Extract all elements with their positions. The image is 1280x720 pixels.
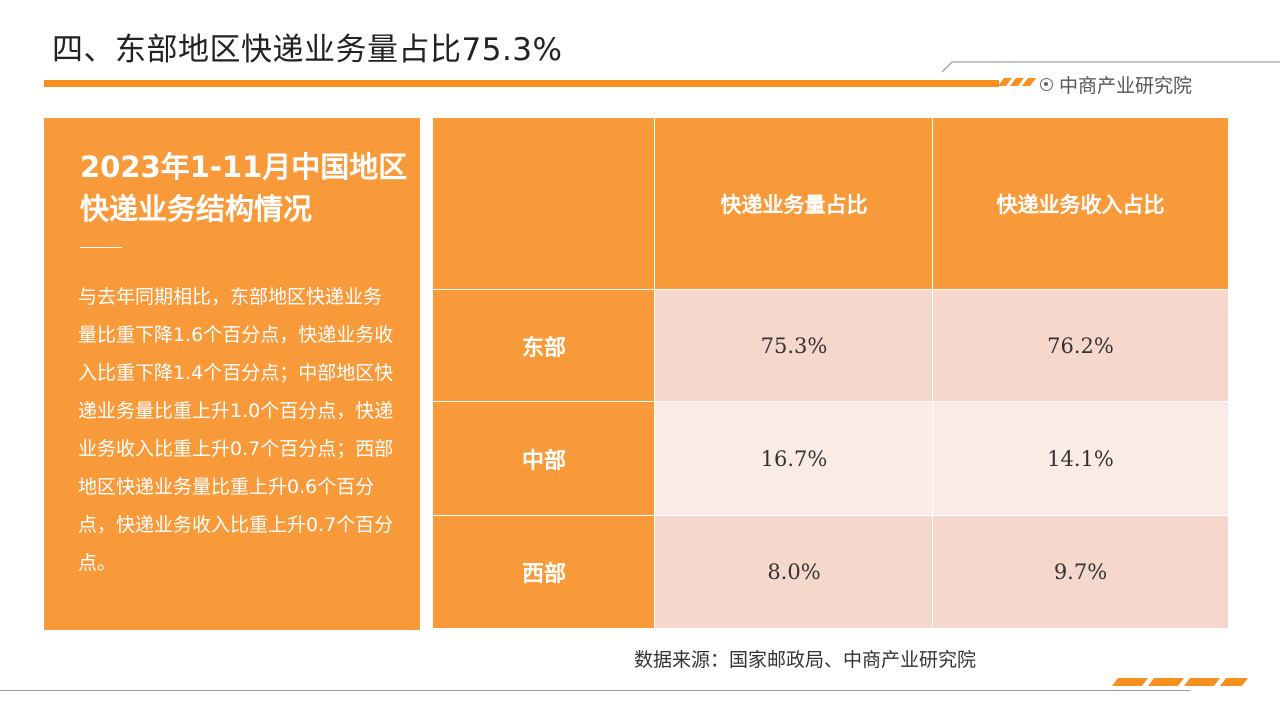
- table-divider: [932, 118, 933, 628]
- cell-west-revenue: 9.7%: [933, 516, 1228, 628]
- panel-title: 2023年1-11月中国地区快递业务结构情况: [80, 150, 408, 226]
- cell-east-volume: 75.3%: [655, 290, 933, 402]
- footer-rule: [0, 690, 1190, 691]
- panel-divider: [80, 247, 122, 248]
- cell-central-revenue: 14.1%: [933, 402, 1228, 516]
- brand-logo-icon: [1040, 77, 1053, 91]
- page-title: 四、东部地区快递业务量占比75.3%: [52, 32, 563, 68]
- table-divider: [433, 289, 1228, 290]
- table-divider: [654, 118, 655, 628]
- table-divider: [433, 401, 1228, 402]
- cell-west-volume: 8.0%: [655, 516, 933, 628]
- brand: 中商产业研究院: [1040, 70, 1192, 98]
- table-divider: [433, 515, 1228, 516]
- summary-panel: 2023年1-11月中国地区快递业务结构情况 与去年同期相比，东部地区快递业务量…: [44, 118, 420, 630]
- table-corner-cell: [433, 118, 655, 290]
- cell-east-revenue: 76.2%: [933, 290, 1228, 402]
- column-header-volume: 快递业务量占比: [655, 118, 933, 290]
- title-underline: [44, 80, 999, 87]
- source-note: 数据来源：国家邮政局、中商产业研究院: [634, 649, 977, 671]
- row-label-central: 中部: [433, 402, 655, 516]
- column-header-revenue: 快递业务收入占比: [933, 118, 1228, 290]
- header-decoration: [941, 61, 1280, 86]
- footer-decoration: [1112, 678, 1248, 686]
- panel-body: 与去年同期相比，东部地区快递业务量比重下降1.6个百分点，快递业务收入比重下降1…: [78, 286, 394, 574]
- row-label-east: 东部: [433, 290, 655, 402]
- cell-central-volume: 16.7%: [655, 402, 933, 516]
- data-table: 快递业务量占比 快递业务收入占比 东部 75.3% 76.2% 中部 16.7%…: [433, 118, 1228, 628]
- row-label-west: 西部: [433, 516, 655, 628]
- brand-name: 中商产业研究院: [1059, 74, 1193, 97]
